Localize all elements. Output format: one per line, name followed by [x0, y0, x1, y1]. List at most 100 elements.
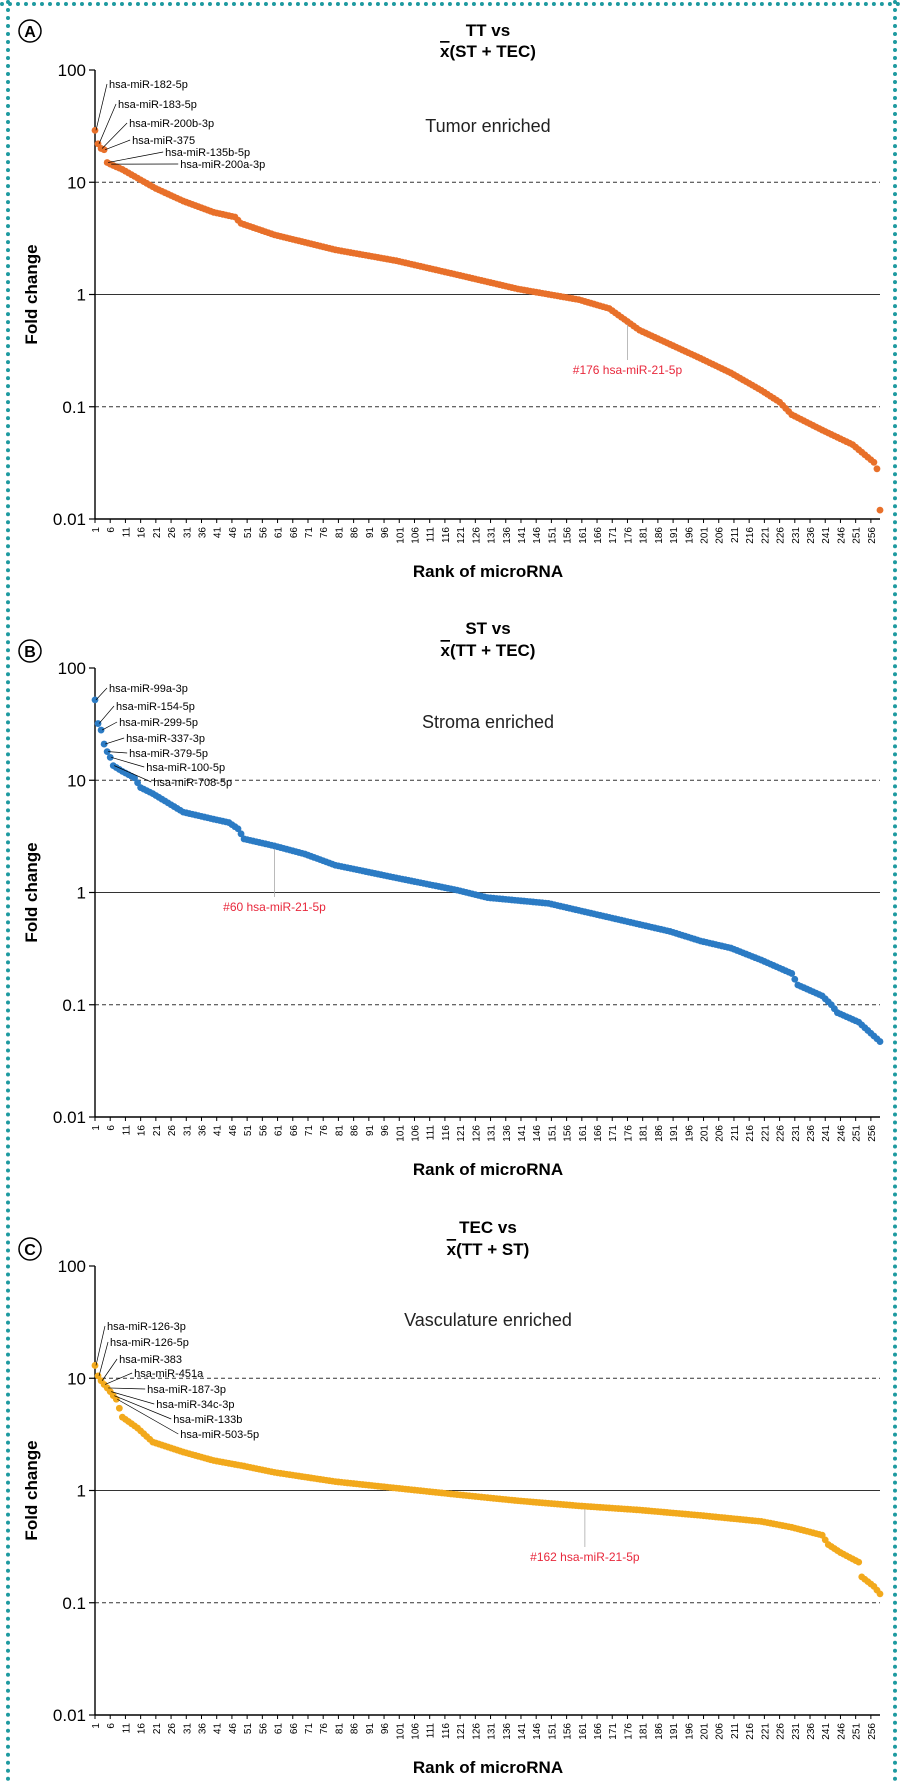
data-point [877, 1590, 884, 1597]
x-tick-label: 31 [182, 527, 193, 539]
label-leader-line [102, 123, 127, 148]
x-tick-label: 106 [410, 1723, 421, 1740]
x-tick-label: 121 [456, 1125, 467, 1142]
x-tick-label: 56 [258, 527, 269, 539]
x-tick-label: 206 [715, 1723, 726, 1740]
x-tick-label: 66 [289, 1125, 300, 1137]
y-tick-label: 0.01 [53, 510, 86, 529]
point-label: hsa-miR-187-3p [147, 1384, 226, 1396]
x-tick-label: 206 [715, 1125, 726, 1142]
x-tick-label: 116 [441, 527, 452, 543]
chart-title-line2: x(TT + ST) [447, 1240, 530, 1259]
point-label: hsa-miR-708-5p [153, 777, 232, 789]
region-label: Tumor enriched [425, 116, 550, 136]
x-tick-label: 26 [167, 1723, 178, 1735]
x-tick-label: 86 [350, 527, 361, 539]
x-tick-label: 216 [745, 527, 756, 544]
x-tick-label: 221 [760, 1723, 771, 1740]
x-tick-label: 216 [745, 1723, 756, 1740]
x-tick-label: 31 [182, 1125, 193, 1137]
label-leader-line [108, 1388, 145, 1389]
x-tick-label: 121 [456, 527, 467, 544]
x-tick-label: 161 [578, 1125, 589, 1142]
x-tick-label: 251 [852, 527, 863, 544]
y-tick-label: 0.01 [53, 1108, 86, 1127]
x-tick-label: 246 [836, 527, 847, 544]
data-point [92, 1362, 99, 1369]
point-label: hsa-miR-299-5p [119, 717, 198, 729]
dotted-border-top [0, 2, 901, 6]
x-tick-label: 211 [730, 1125, 741, 1141]
x-tick-label: 81 [334, 527, 345, 539]
y-tick-label: 10 [67, 173, 86, 192]
label-leader-line [108, 752, 127, 753]
x-tick-label: 51 [243, 1723, 254, 1735]
x-tick-label: 196 [684, 527, 695, 544]
x-tick-label: 81 [334, 1723, 345, 1735]
y-tick-label: 100 [58, 659, 86, 678]
x-tick-label: 146 [532, 527, 543, 544]
x-tick-label: 36 [197, 1125, 208, 1137]
x-tick-label: 61 [274, 527, 285, 539]
y-tick-label: 1 [77, 1482, 86, 1501]
point-label: hsa-miR-126-5p [110, 1337, 189, 1349]
data-point [788, 970, 795, 977]
x-tick-label: 226 [776, 1125, 787, 1142]
y-axis-label: Fold change [22, 842, 41, 942]
panel-label: B [24, 644, 36, 661]
panel-label: C [24, 1242, 36, 1259]
x-tick-label: 221 [760, 527, 771, 544]
label-leader-line [96, 84, 107, 130]
label-leader-line [99, 706, 114, 724]
x-tick-label: 151 [547, 527, 558, 544]
chart-panel-b: BST vsx(TT + TEC)Stroma enriched1001010.… [19, 619, 883, 1179]
x-tick-label: 36 [197, 1723, 208, 1735]
point-label: hsa-miR-133b [173, 1414, 242, 1426]
x-tick-label: 146 [532, 1125, 543, 1142]
chart-title-line2: x(TT + TEC) [441, 641, 536, 660]
x-tick-label: 166 [593, 1723, 604, 1740]
x-tick-label: 201 [700, 527, 711, 544]
x-tick-label: 231 [791, 1125, 802, 1142]
data-point [98, 727, 105, 734]
x-tick-label: 136 [502, 1125, 513, 1142]
x-tick-label: 126 [471, 1125, 482, 1142]
x-tick-label: 6 [106, 527, 117, 533]
x-tick-label: 21 [152, 527, 163, 539]
x-tick-label: 131 [487, 527, 498, 544]
chart-title-line2: x(ST + TEC) [440, 42, 536, 61]
x-tick-label: 156 [563, 1723, 574, 1740]
x-tick-label: 181 [639, 1723, 650, 1740]
x-axis-label: Rank of microRNA [413, 1758, 563, 1777]
x-tick-label: 36 [197, 527, 208, 539]
x-tick-label: 71 [304, 527, 315, 539]
x-tick-label: 96 [380, 1125, 391, 1137]
x-tick-label: 201 [700, 1125, 711, 1142]
data-point [791, 976, 798, 983]
x-tick-label: 41 [213, 527, 224, 539]
x-tick-label: 231 [791, 527, 802, 544]
x-tick-label: 101 [395, 527, 406, 544]
x-tick-label: 106 [410, 527, 421, 544]
x-tick-label: 236 [806, 1125, 817, 1142]
data-points [92, 1362, 884, 1597]
x-tick-label: 101 [395, 1125, 406, 1142]
y-tick-label: 10 [67, 1369, 86, 1388]
x-tick-label: 66 [289, 1723, 300, 1735]
y-tick-label: 0.01 [53, 1706, 86, 1725]
x-tick-label: 51 [243, 527, 254, 539]
x-tick-label: 116 [441, 1723, 452, 1739]
point-label: hsa-miR-100-5p [146, 762, 225, 774]
x-tick-label: 186 [654, 1125, 665, 1142]
y-tick-label: 100 [58, 61, 86, 80]
point-label: hsa-miR-182-5p [109, 79, 188, 91]
x-tick-label: 11 [121, 527, 132, 538]
x-tick-label: 146 [532, 1723, 543, 1740]
x-tick-label: 71 [304, 1125, 315, 1137]
y-tick-label: 1 [77, 884, 86, 903]
label-leader-line [102, 722, 117, 730]
x-tick-label: 136 [502, 1723, 513, 1740]
point-label: hsa-miR-337-3p [126, 733, 205, 745]
region-label: Stroma enriched [422, 712, 554, 732]
point-label: hsa-miR-154-5p [116, 701, 195, 713]
